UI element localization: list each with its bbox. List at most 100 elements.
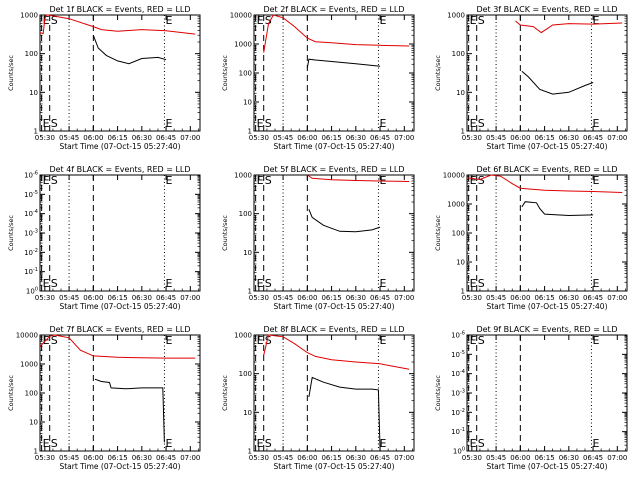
- y-tick-label: 1: [248, 448, 252, 456]
- x-axis-label: Start Time (07-Oct-15 05:27:40): [273, 142, 394, 151]
- chart-panel-7: Det 7f BLACK = Events, RED = LLD 1 10 100 10…: [7, 325, 201, 471]
- marker-label: S: [265, 334, 272, 347]
- x-tick-label: 05:30: [249, 454, 269, 462]
- marker-label: S: [51, 14, 58, 27]
- marker-label: E: [165, 437, 172, 450]
- y-tick-label: 1000: [447, 12, 465, 20]
- chart-panel-3: Det 3f BLACK = Events, RED = LLD 1 10 100 10…: [434, 5, 628, 151]
- y-tick-label: 1000: [20, 361, 38, 369]
- chart-title: Det 8f BLACK = Events, RED = LLD: [263, 325, 404, 334]
- x-tick-label: 05:30: [35, 134, 55, 142]
- marker-label: E: [470, 174, 477, 187]
- chart-panel-6: Det 6f BLACK = Events, RED = LLD 1 10 100 10…: [434, 165, 628, 311]
- x-tick-label: 05:30: [35, 454, 55, 462]
- marker-label: S: [51, 277, 58, 290]
- x-tick-label: 06:30: [559, 134, 579, 142]
- series-line: [521, 70, 594, 95]
- x-tick-label: 06:00: [83, 294, 103, 302]
- x-tick-label: 06:30: [346, 134, 366, 142]
- x-tick-label: 06:00: [83, 454, 103, 462]
- y-tick-label: 1000: [234, 332, 252, 340]
- marker-label: S: [51, 117, 58, 130]
- x-axis-label: Start Time (07-Oct-15 05:27:40): [486, 302, 607, 311]
- marker-label: E: [165, 277, 172, 290]
- y-tick-label: 10-5: [24, 190, 38, 199]
- marker-label: E: [592, 277, 599, 290]
- x-tick-label: 07:00: [180, 294, 200, 302]
- x-axis-label: Start Time (07-Oct-15 05:27:40): [59, 302, 180, 311]
- chart-title: Det 3f BLACK = Events, RED = LLD: [476, 5, 617, 14]
- y-tick-label: 10: [243, 249, 252, 257]
- y-tick-label: 10: [243, 409, 252, 417]
- marker-label: S: [51, 334, 58, 347]
- y-tick-label: 10-1: [24, 267, 38, 276]
- y-tick-label: 10000: [230, 12, 252, 20]
- y-axis-label: Counts/sec: [434, 55, 442, 91]
- marker-label: S: [478, 117, 485, 130]
- marker-label: E: [592, 174, 599, 187]
- x-tick-label: 06:45: [370, 134, 390, 142]
- chart-panel-1: Det 1f BLACK = Events, RED = LLD 1 10 100 10…: [7, 5, 201, 151]
- x-tick-label: 06:00: [297, 134, 317, 142]
- x-tick-label: 06:15: [534, 134, 554, 142]
- chart-title: Det 5f BLACK = Events, RED = LLD: [263, 165, 404, 174]
- x-tick-label: 06:30: [559, 454, 579, 462]
- series-line: [92, 35, 167, 65]
- chart-title: Det 4f BLACK = Events, RED = LLD: [49, 165, 190, 174]
- y-tick-label: 10-3: [451, 389, 465, 398]
- y-tick-label: 1: [34, 448, 38, 456]
- chart-panel-4: Det 4f BLACK = Events, RED = LLD 100 10-1 1…: [7, 165, 201, 311]
- x-tick-label: 06:30: [559, 294, 579, 302]
- y-axis-label: Counts/sec: [221, 375, 229, 411]
- series-line: [521, 201, 594, 217]
- y-tick-label: 10-6: [451, 331, 465, 340]
- marker-label: S: [265, 174, 272, 187]
- marker-label: S: [265, 14, 272, 27]
- x-tick-label: 06:15: [321, 454, 341, 462]
- y-tick-label: 1000: [20, 12, 38, 20]
- marker-label: E: [379, 117, 386, 130]
- marker-label: S: [478, 334, 485, 347]
- marker-label: S: [265, 117, 272, 130]
- marker-label: E: [257, 437, 264, 450]
- marker-label: E: [592, 14, 599, 27]
- x-tick-label: 05:30: [35, 294, 55, 302]
- marker-label: E: [592, 437, 599, 450]
- x-tick-label: 05:45: [273, 454, 293, 462]
- x-tick-label: 07:00: [607, 294, 627, 302]
- x-tick-label: 06:45: [156, 454, 176, 462]
- marker-label: S: [265, 437, 272, 450]
- marker-label: E: [165, 174, 172, 187]
- y-tick-label: 10: [243, 99, 252, 107]
- marker-label: S: [478, 14, 485, 27]
- x-tick-label: 06:00: [297, 294, 317, 302]
- y-tick-label: 1000: [234, 41, 252, 49]
- x-tick-label: 06:15: [107, 134, 127, 142]
- marker-label: S: [478, 277, 485, 290]
- x-axis-label: Start Time (07-Oct-15 05:27:40): [273, 462, 394, 471]
- marker-label: S: [51, 437, 58, 450]
- marker-label: E: [165, 14, 172, 27]
- x-tick-label: 07:00: [180, 454, 200, 462]
- y-tick-label: 10000: [16, 332, 38, 340]
- x-tick-label: 06:00: [510, 294, 530, 302]
- marker-label: E: [379, 14, 386, 27]
- marker-label: E: [257, 174, 264, 187]
- y-tick-label: 10-2: [451, 408, 465, 417]
- x-tick-label: 05:30: [249, 294, 269, 302]
- marker-label: E: [470, 14, 477, 27]
- marker-label: S: [478, 174, 485, 187]
- chart-title: Det 6f BLACK = Events, RED = LLD: [476, 165, 617, 174]
- plot-frame: [253, 334, 415, 452]
- plot-frame: [253, 14, 415, 132]
- x-tick-label: 06:30: [132, 454, 152, 462]
- series-line: [308, 376, 381, 452]
- y-axis-label: Counts/sec: [434, 215, 442, 251]
- y-tick-label: 1: [248, 128, 252, 136]
- y-axis-label: Counts/sec: [7, 55, 15, 91]
- y-tick-label: 10: [456, 89, 465, 97]
- marker-label: E: [165, 334, 172, 347]
- x-axis-label: Start Time (07-Oct-15 05:27:40): [59, 142, 180, 151]
- y-tick-label: 10-5: [451, 350, 465, 359]
